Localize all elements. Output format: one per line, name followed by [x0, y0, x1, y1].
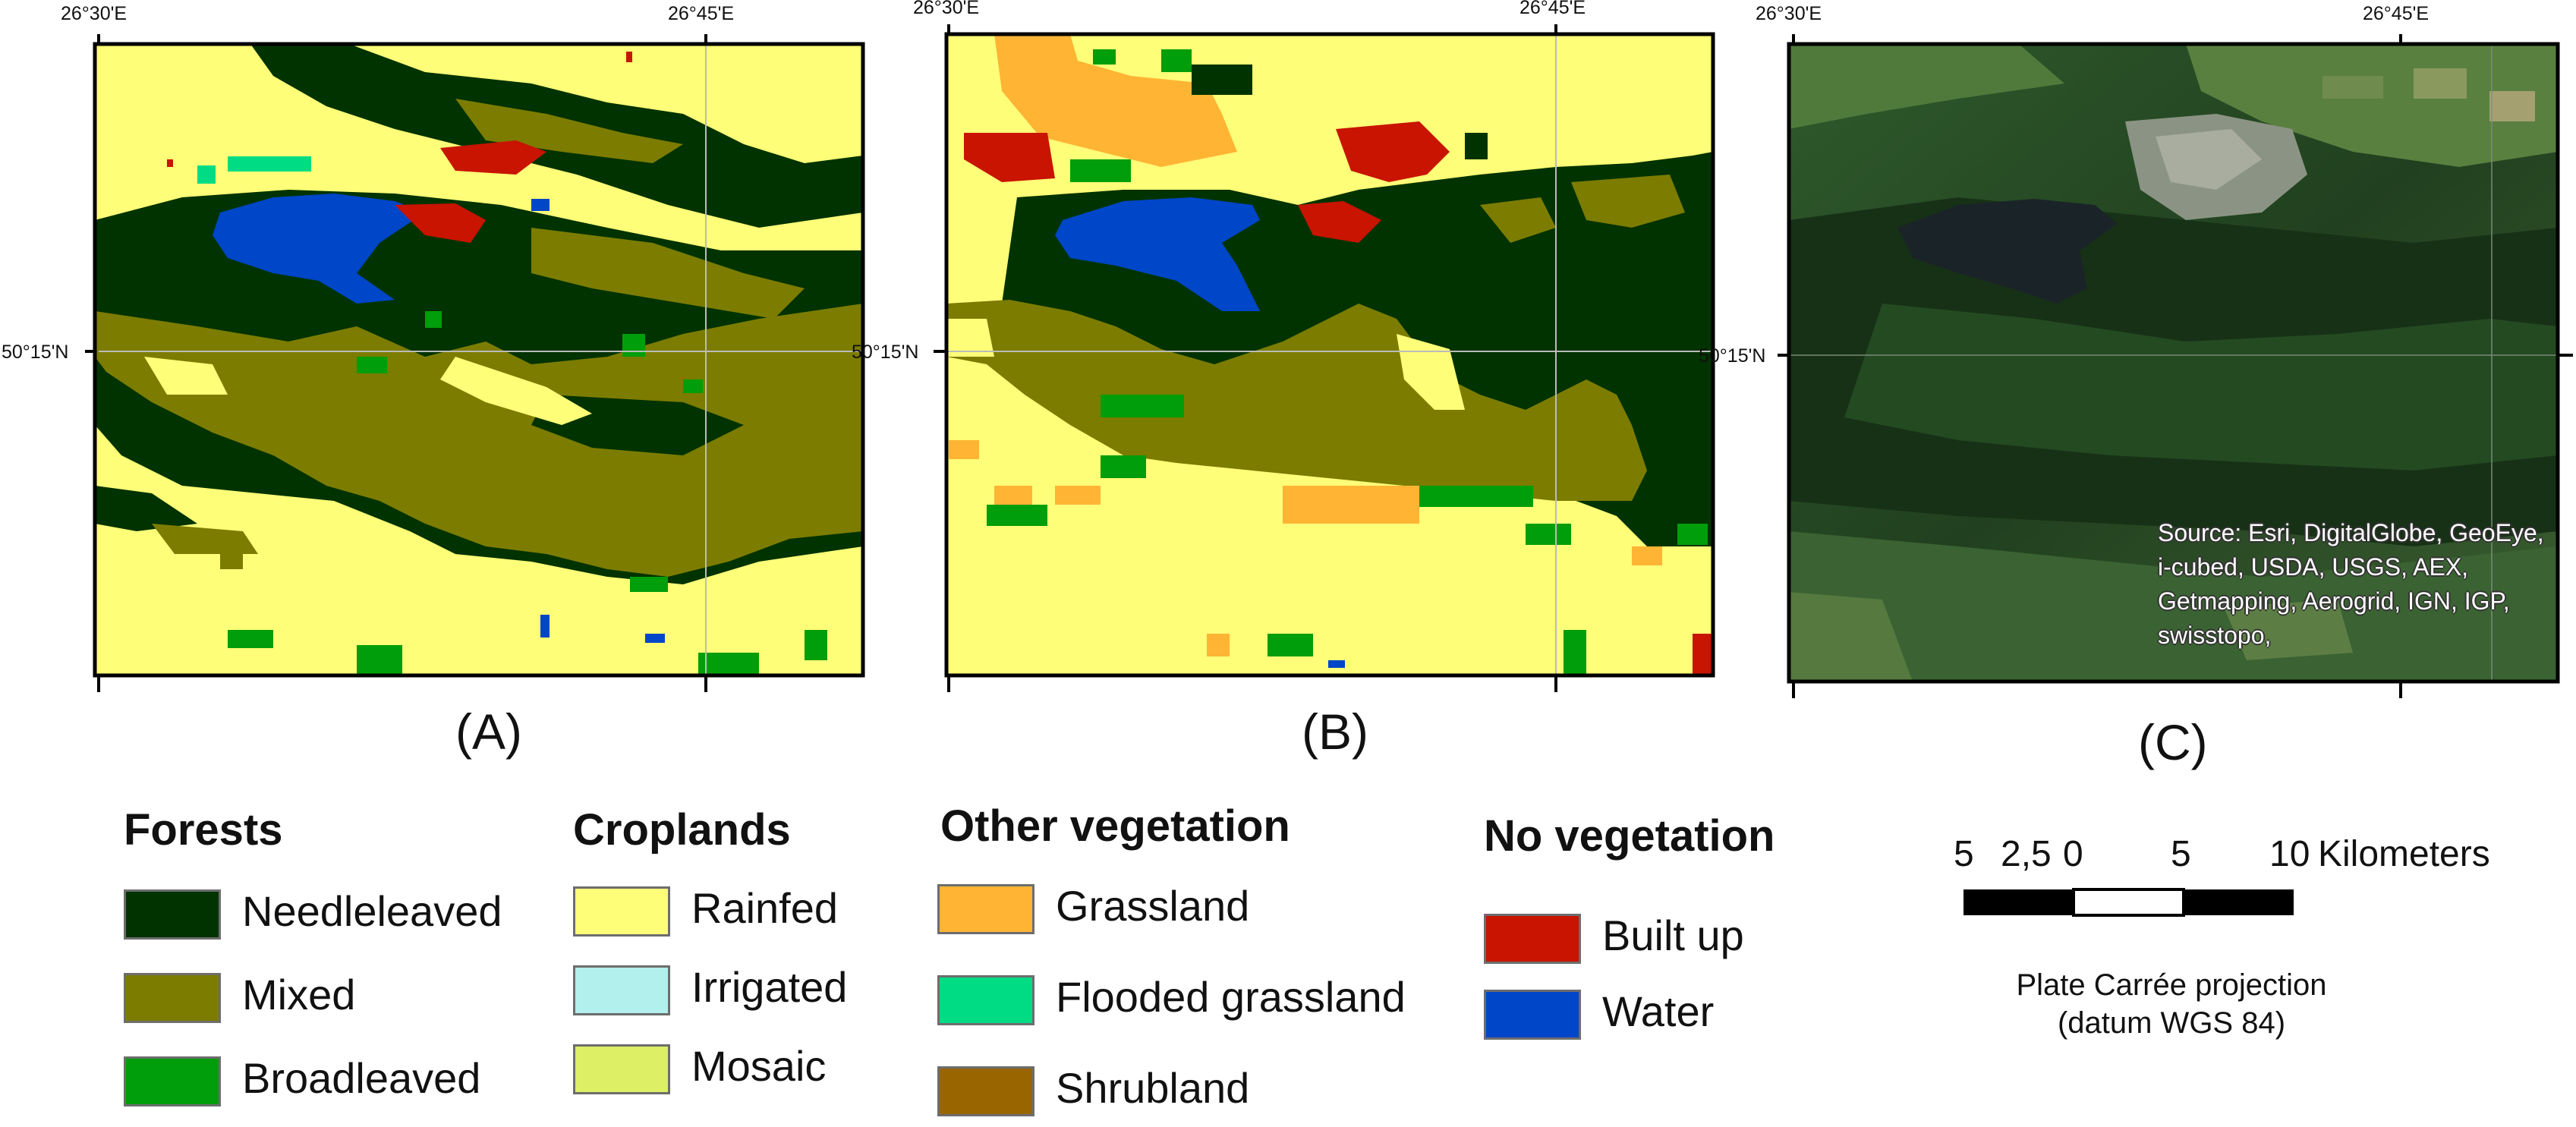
land-cover-map-b [934, 24, 1715, 692]
legend-swatch [124, 973, 221, 1023]
lon-label-east: 26°45'E [2363, 3, 2430, 24]
legend-label: Mosaic [691, 1042, 827, 1090]
datum-line: (datum WGS 84) [2057, 1006, 2286, 1040]
lon-label-east: 26°45'E [668, 3, 735, 24]
legend-label: Water [1602, 987, 1715, 1035]
legend-swatch [573, 886, 670, 937]
scale-tick-label: 10 [2269, 834, 2310, 874]
legend-swatch [573, 965, 670, 1015]
legend-label: Shrubland [1056, 1064, 1250, 1112]
satellite-image [1778, 34, 2573, 698]
projection-line: Plate Carrée projection [2016, 968, 2327, 1002]
legend-swatch [124, 889, 221, 940]
legend-heading: No vegetation [1484, 811, 1775, 861]
legend-heading: Croplands [573, 805, 791, 855]
scale-tick-label: 2,5 [2001, 834, 2052, 874]
lat-label: 50°15'N [852, 342, 919, 363]
panel-label: (A) [455, 704, 522, 760]
legend-swatch [573, 1044, 670, 1094]
lon-label-west: 26°30'E [1756, 3, 1822, 24]
source-attribution: Source: Esri, DigitalGlobe, GeoEye, i-cu… [2158, 519, 2544, 649]
legend-swatch [937, 975, 1034, 1025]
lon-label-west: 26°30'E [61, 3, 128, 24]
scale-tick-label: 5 [1954, 834, 1974, 874]
map-panel-a: 26°30'E 26°45'E 50°15'N (A) [0, 0, 873, 760]
legend-swatch [124, 1056, 221, 1107]
panel-label: (C) [2138, 714, 2208, 770]
lon-label-east: 26°45'E [1519, 0, 1586, 18]
map-panel-c: 26°30'E 26°45'E 50°15'N (C) [1699, 0, 2576, 770]
legend-label: Rainfed [691, 884, 839, 932]
panel-label: (B) [1302, 704, 1368, 760]
scale-bar-graphic [1963, 888, 2294, 917]
legend-label: Built up [1602, 911, 1744, 959]
map-panel-b: 26°30'E 26°45'E 50°15'N (B) [852, 0, 1730, 760]
legend-swatch [937, 1066, 1034, 1116]
projection-note: Plate Carrée projection (datum WGS 84) [1974, 966, 2369, 1042]
scale-tick-label: 0 [2063, 834, 2083, 874]
legend-label: Irrigated [691, 963, 848, 1011]
lat-label: 50°15'N [2, 342, 69, 363]
lon-label-west: 26°30'E [913, 0, 980, 18]
lat-label: 50°15'N [1699, 345, 1766, 367]
scale-tick-label: 5 [2171, 834, 2191, 874]
legend-label: Needleleaved [242, 887, 502, 935]
legend-heading: Other vegetation [940, 801, 1290, 851]
legend-label: Grassland [1056, 882, 1250, 930]
legend-heading: Forests [124, 805, 283, 855]
legend-swatch [1484, 914, 1581, 964]
legend-label: Mixed [242, 971, 356, 1018]
legend-label: Broadleaved [242, 1054, 481, 1102]
legend-label: Flooded grassland [1056, 973, 1406, 1021]
legend-swatch [1484, 990, 1581, 1040]
scale-bar: 5 2,5 0 5 10 Kilometers [1943, 827, 2550, 933]
legend-swatch [937, 884, 1034, 934]
scale-unit: Kilometers [2318, 834, 2490, 874]
land-cover-map-a [85, 34, 865, 692]
